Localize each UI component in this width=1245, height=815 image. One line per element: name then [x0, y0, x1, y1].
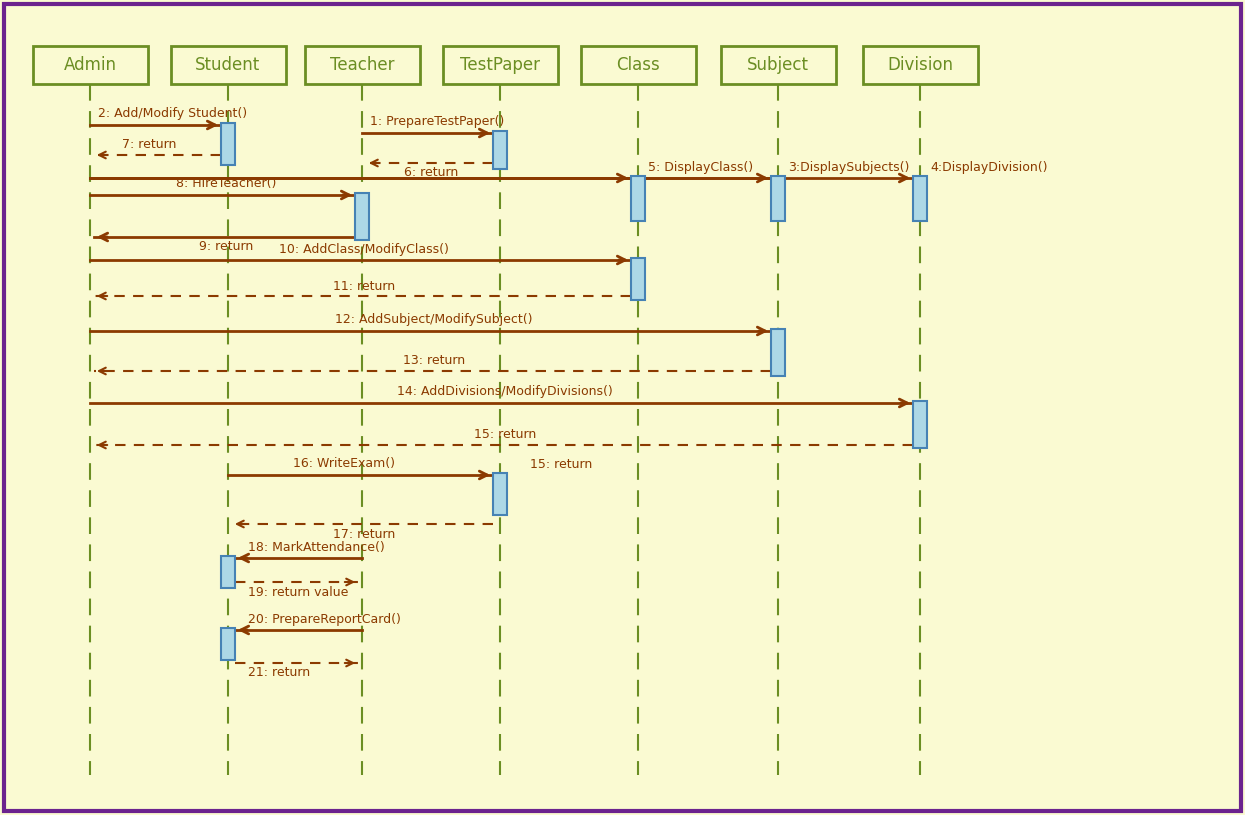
FancyBboxPatch shape [580, 46, 696, 84]
Bar [493, 473, 507, 515]
Bar [222, 628, 235, 660]
Bar [771, 329, 786, 376]
FancyBboxPatch shape [171, 46, 285, 84]
Text: 9: return: 9: return [199, 240, 253, 253]
Text: 15: return: 15: return [474, 429, 537, 442]
Bar [913, 176, 928, 221]
Bar [913, 401, 928, 448]
Text: Class: Class [616, 56, 660, 74]
FancyBboxPatch shape [32, 46, 147, 84]
Bar [222, 556, 235, 588]
Text: 5: DisplayClass(): 5: DisplayClass() [647, 161, 753, 174]
Text: 4:DisplayDivision(): 4:DisplayDivision() [930, 161, 1047, 174]
Text: 10: AddClass/ModifyClass(): 10: AddClass/ModifyClass() [279, 243, 449, 255]
Text: 3:DisplaySubjects(): 3:DisplaySubjects() [788, 161, 909, 174]
Text: 1: PrepareTestPaper(): 1: PrepareTestPaper() [370, 116, 504, 129]
Bar [771, 176, 786, 221]
Text: 21: return: 21: return [248, 667, 310, 680]
FancyBboxPatch shape [721, 46, 835, 84]
Text: 15: return: 15: return [530, 457, 593, 470]
Bar [631, 258, 645, 300]
Bar [631, 176, 645, 221]
Bar [355, 193, 369, 240]
Text: 8: HireTeacher(): 8: HireTeacher() [176, 178, 276, 191]
Text: Teacher: Teacher [330, 56, 395, 74]
FancyBboxPatch shape [442, 46, 558, 84]
FancyBboxPatch shape [4, 4, 1241, 811]
Text: 17: return: 17: return [332, 527, 395, 540]
Text: 7: return: 7: return [122, 139, 177, 152]
Text: 12: AddSubject/ModifySubject(): 12: AddSubject/ModifySubject() [335, 314, 533, 327]
FancyBboxPatch shape [305, 46, 420, 84]
Text: Admin: Admin [63, 56, 117, 74]
Text: TestPaper: TestPaper [459, 56, 540, 74]
Text: 11: return: 11: return [332, 280, 395, 293]
Text: 19: return value: 19: return value [248, 585, 349, 598]
Text: Student: Student [195, 56, 260, 74]
Bar [493, 131, 507, 169]
Text: 14: AddDivisions/ModifyDivisions(): 14: AddDivisions/ModifyDivisions() [397, 385, 613, 399]
Text: Division: Division [886, 56, 952, 74]
Text: 2: Add/Modify Student(): 2: Add/Modify Student() [98, 108, 247, 121]
Text: Subject: Subject [747, 56, 809, 74]
Text: 13: return: 13: return [403, 355, 466, 368]
Text: 16: WriteExam(): 16: WriteExam() [293, 457, 395, 470]
Text: 6: return: 6: return [403, 165, 458, 178]
Text: 18: MarkAttendance(): 18: MarkAttendance() [248, 540, 385, 553]
Bar [222, 123, 235, 165]
Text: 20: PrepareReportCard(): 20: PrepareReportCard() [248, 613, 401, 625]
FancyBboxPatch shape [863, 46, 977, 84]
